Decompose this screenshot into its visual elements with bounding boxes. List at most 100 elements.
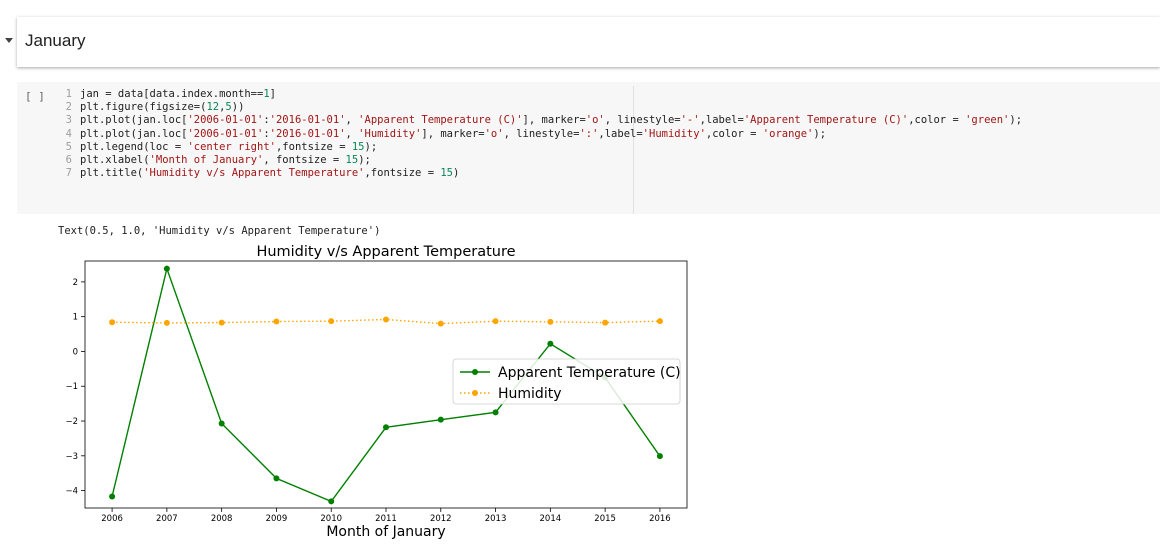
- code-token: 'Apparent Temperature (C)': [358, 114, 523, 127]
- legend: [452, 358, 681, 405]
- y-tick-label: −1: [65, 382, 78, 392]
- x-tick-label: 2016: [649, 514, 671, 524]
- run-cell-button[interactable]: [ ]: [25, 90, 45, 103]
- legend-label: Humidity: [498, 386, 561, 402]
- code-token: ]: [269, 88, 276, 100]
- code-token: 5: [225, 101, 232, 114]
- section-header: [17, 17, 1160, 67]
- code-token: plt.legend(loc =: [80, 140, 188, 153]
- y-tick-label: −4: [65, 487, 78, 497]
- y-tick-label: 1: [73, 313, 78, 323]
- code-token: 'o': [484, 127, 504, 140]
- collapse-triangle-icon[interactable]: [4, 36, 16, 48]
- data-point: [437, 320, 444, 327]
- code-editor[interactable]: 1 jan = data[data.index.month==1] 2 plt.fig…: [58, 88, 1022, 180]
- code-token: 12: [206, 101, 220, 114]
- data-point: [218, 420, 225, 427]
- y-tick-label: 0: [73, 347, 78, 357]
- code-cell[interactable]: [17, 82, 1160, 214]
- code-token: ], marker=: [522, 114, 586, 127]
- code-token: 'orange': [762, 127, 814, 140]
- editor-ruler: [633, 86, 634, 214]
- code-token: ':': [579, 127, 599, 140]
- data-point: [547, 318, 554, 325]
- code-token: 15: [345, 153, 359, 166]
- data-point: [437, 416, 444, 423]
- data-point: [492, 318, 499, 325]
- code-token: plt.plot(jan.loc[: [80, 114, 188, 127]
- code-token: 'Month of January': [149, 153, 264, 166]
- line-number: 6: [65, 153, 72, 166]
- data-point: [218, 319, 225, 326]
- y-tick-label: −3: [65, 452, 78, 462]
- code-token: , linestyle=: [604, 114, 681, 127]
- x-tick-label: 2015: [594, 514, 616, 524]
- code-token: 'Humidity': [642, 127, 706, 140]
- line-number: 2: [65, 101, 72, 114]
- code-token: :: [263, 127, 270, 140]
- code-token: );: [1009, 114, 1023, 127]
- code-token: plt.figure(figsize=(: [80, 101, 207, 114]
- data-point: [273, 318, 280, 325]
- code-line[interactable]: 6 plt.xlabel('Month of January', fontsize…: [58, 154, 1022, 167]
- code-token: ): [453, 167, 460, 180]
- data-point: [109, 319, 116, 326]
- code-token: plt.title(: [80, 167, 144, 180]
- code-token: ,: [345, 114, 359, 127]
- x-tick-label: 2010: [320, 514, 342, 524]
- data-point: [383, 316, 389, 323]
- code-token: ,fontsize =: [364, 167, 441, 180]
- code-token: 'green': [965, 114, 1010, 127]
- code-line[interactable]: 7 plt.title('Humidity v/s Apparent Temper…: [58, 167, 1022, 180]
- legend-marker: [472, 390, 478, 396]
- legend-label: Apparent Temperature (C): [498, 365, 681, 381]
- series-line-humidity: [112, 318, 660, 325]
- code-token: '2016-01-01': [269, 114, 346, 127]
- code-token: '-': [680, 114, 700, 127]
- data-point: [109, 493, 116, 500]
- code-token: ], marker=: [421, 127, 485, 140]
- data-point: [163, 319, 170, 326]
- code-token: , linestyle=: [503, 127, 580, 140]
- code-line[interactable]: 1 jan = data[data.index.month==1]: [58, 88, 1022, 101]
- code-token: )): [231, 101, 245, 114]
- code-token: 15: [351, 140, 365, 153]
- code-token: ,label=: [699, 114, 744, 127]
- code-line[interactable]: 5 plt.legend(loc = 'center right',fontsiz…: [58, 141, 1022, 154]
- x-tick-label: 2011: [375, 514, 397, 524]
- code-line[interactable]: 3 plt.plot(jan.loc['2006-01-01':'2016-01-…: [58, 114, 1022, 127]
- code-token: '2006-01-01': [187, 127, 264, 140]
- cell-output-text: Text(0.5, 1.0, 'Humidity v/s Apparent Te…: [58, 225, 381, 237]
- code-token: );: [358, 153, 371, 166]
- section-title[interactable]: January: [25, 31, 86, 50]
- data-point: [383, 424, 389, 431]
- code-token: 'Humidity v/s Apparent Temperature': [143, 167, 365, 180]
- data-point: [656, 318, 663, 325]
- line-number: 4: [65, 127, 72, 140]
- x-tick-label: 2013: [485, 514, 507, 524]
- code-token: plt.xlabel(: [80, 153, 150, 166]
- y-tick-label: −2: [65, 417, 78, 427]
- line-number: 3: [65, 114, 72, 127]
- code-token: '2006-01-01': [187, 114, 264, 127]
- code-token: 'Apparent Temperature (C)': [743, 114, 909, 127]
- code-line[interactable]: 4 plt.plot(jan.loc['2006-01-01':'2016-01-…: [58, 128, 1022, 141]
- code-token: 15: [440, 167, 453, 180]
- code-token: ,color =: [908, 114, 966, 127]
- code-line[interactable]: 2 plt.figure(figsize=(12,5)): [58, 101, 1022, 114]
- chart-title: Humidity v/s Apparent Temperature: [256, 244, 515, 260]
- code-token: ,fontsize =: [275, 140, 352, 153]
- x-tick-label: 2009: [266, 514, 288, 524]
- code-token: , fontsize =: [263, 153, 346, 166]
- code-token: 'Humidity': [358, 127, 422, 140]
- data-point: [328, 498, 335, 505]
- code-token: );: [813, 127, 827, 140]
- y-tick-label: 2: [73, 278, 78, 288]
- code-token: ,color =: [705, 127, 763, 140]
- data-point: [602, 319, 609, 326]
- code-token: 1: [263, 88, 270, 100]
- code-token: 'o': [585, 114, 605, 127]
- x-tick-label: 2012: [430, 514, 452, 524]
- data-point: [547, 340, 554, 347]
